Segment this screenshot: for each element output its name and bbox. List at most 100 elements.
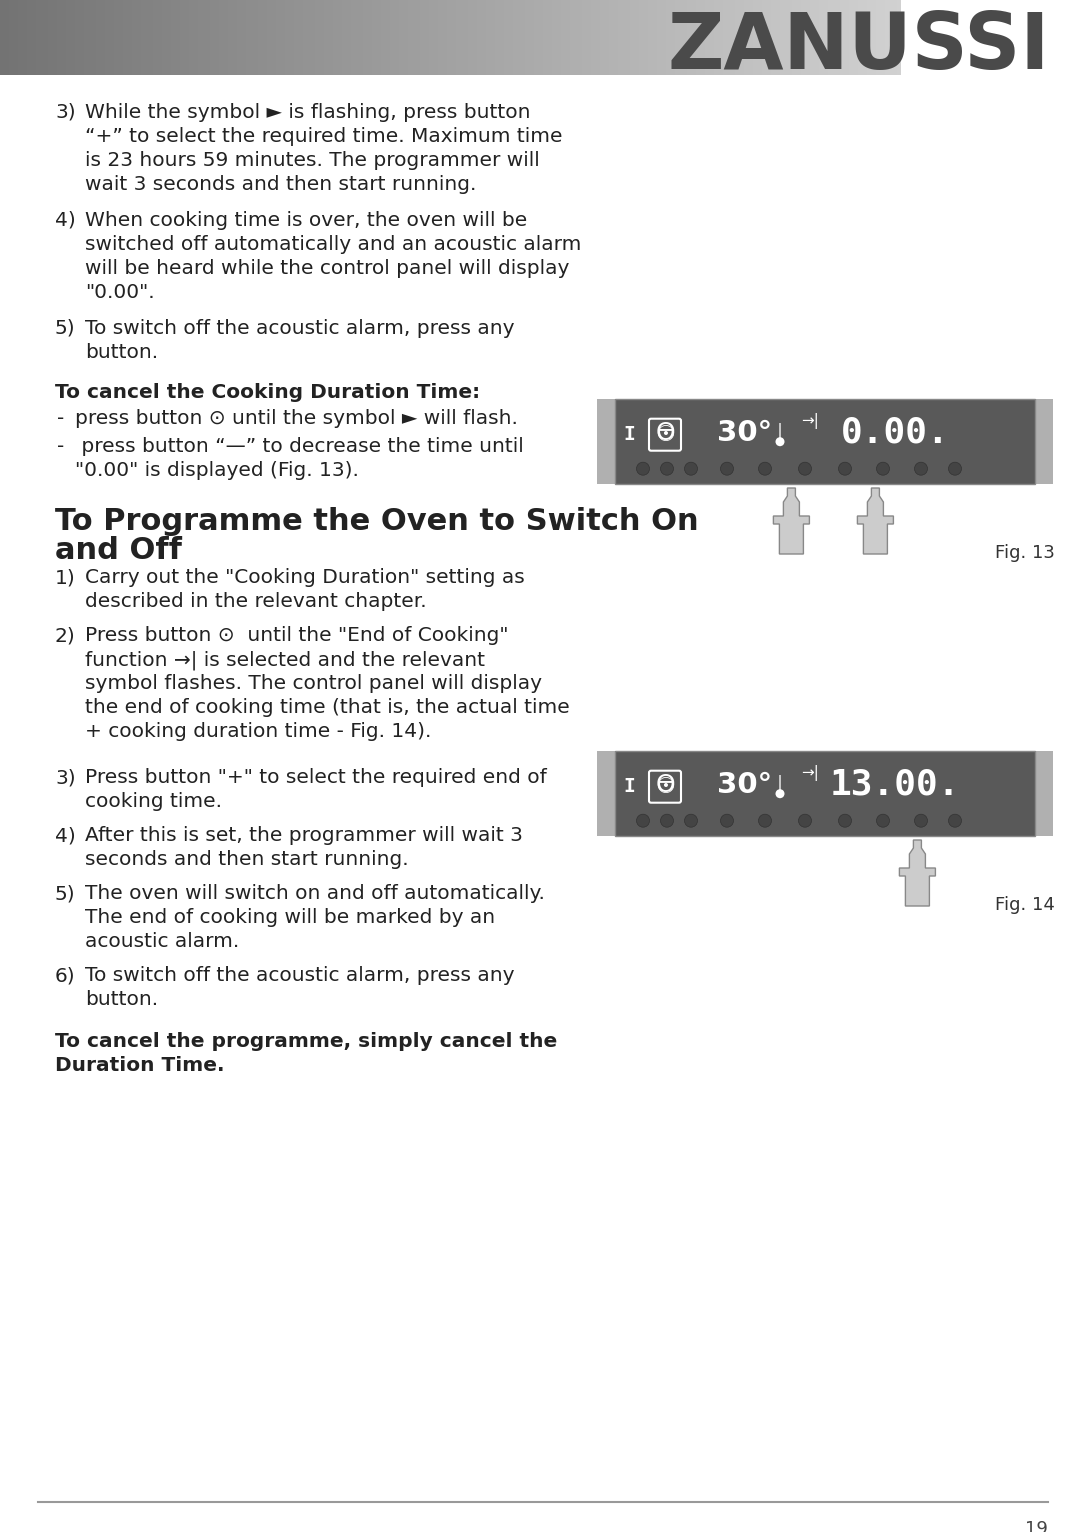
Bar	[378, 0, 382, 75]
Circle shape	[661, 813, 674, 827]
Bar	[444, 0, 448, 75]
Bar	[651, 0, 654, 75]
Bar	[306, 0, 310, 75]
Text: is 23 hours 59 minutes. The programmer will: is 23 hours 59 minutes. The programmer w…	[85, 152, 540, 170]
Text: I: I	[623, 777, 635, 797]
Bar	[237, 0, 241, 75]
Bar	[582, 0, 586, 75]
Text: Fig. 14: Fig. 14	[995, 896, 1055, 915]
Bar	[360, 0, 364, 75]
Bar	[366, 0, 370, 75]
Bar	[534, 0, 538, 75]
Bar	[504, 0, 508, 75]
Bar	[615, 398, 1035, 484]
Bar	[363, 0, 367, 75]
Bar	[891, 0, 895, 75]
Bar	[69, 0, 73, 75]
Bar	[180, 0, 184, 75]
Bar	[897, 0, 901, 75]
Bar	[291, 0, 295, 75]
Bar	[636, 0, 640, 75]
Text: switched off automatically and an acoustic alarm: switched off automatically and an acoust…	[85, 234, 581, 254]
Bar	[645, 0, 649, 75]
Bar	[270, 0, 274, 75]
Bar	[222, 0, 226, 75]
Bar	[483, 0, 487, 75]
Bar	[627, 0, 631, 75]
Bar	[702, 0, 706, 75]
Bar	[312, 0, 316, 75]
Bar	[750, 0, 754, 75]
Text: ☉: ☉	[654, 424, 675, 444]
Bar	[420, 0, 424, 75]
Bar	[24, 0, 28, 75]
Bar	[498, 0, 502, 75]
Bar	[426, 0, 430, 75]
Bar	[183, 0, 187, 75]
Bar	[894, 0, 897, 75]
Bar	[228, 0, 232, 75]
Bar	[294, 0, 298, 75]
Circle shape	[685, 463, 698, 475]
Bar	[693, 0, 697, 75]
Bar	[258, 0, 262, 75]
Text: "0.00" is displayed (Fig. 13).: "0.00" is displayed (Fig. 13).	[75, 461, 359, 480]
Bar	[852, 0, 856, 75]
Bar	[546, 0, 550, 75]
Bar	[642, 0, 646, 75]
Text: │: │	[775, 775, 785, 795]
Bar	[495, 0, 499, 75]
Bar	[78, 0, 82, 75]
Bar	[321, 0, 325, 75]
Bar	[555, 0, 559, 75]
Bar	[267, 0, 271, 75]
Circle shape	[948, 463, 961, 475]
Text: -: -	[57, 409, 64, 427]
Bar	[198, 0, 202, 75]
Bar	[60, 0, 64, 75]
Bar	[165, 0, 168, 75]
Bar	[873, 0, 877, 75]
Text: Ө: Ө	[656, 421, 675, 444]
Bar	[396, 0, 400, 75]
Bar	[204, 0, 208, 75]
Bar	[303, 0, 307, 75]
Bar	[810, 0, 814, 75]
Bar	[756, 0, 760, 75]
Bar	[285, 0, 289, 75]
Bar	[75, 0, 79, 75]
Bar	[783, 0, 787, 75]
Bar	[33, 0, 37, 75]
Bar	[15, 0, 19, 75]
Bar	[225, 0, 229, 75]
Circle shape	[661, 463, 674, 475]
Bar	[177, 0, 181, 75]
Bar	[492, 0, 496, 75]
Bar	[540, 0, 544, 75]
Bar	[561, 0, 565, 75]
Text: I: I	[623, 426, 635, 444]
Text: 4): 4)	[55, 211, 76, 230]
Text: The end of cooking will be marked by an: The end of cooking will be marked by an	[85, 908, 495, 927]
Bar	[633, 0, 637, 75]
Text: press button ⊙ until the symbol ► will flash.: press button ⊙ until the symbol ► will f…	[75, 409, 518, 427]
Bar	[438, 0, 442, 75]
Text: To Programme the Oven to Switch On: To Programme the Oven to Switch On	[55, 507, 699, 536]
Bar	[465, 0, 469, 75]
Bar	[327, 0, 330, 75]
Bar	[66, 0, 70, 75]
Text: Carry out the "Cooking Duration" setting as: Carry out the "Cooking Duration" setting…	[85, 568, 525, 587]
Bar	[309, 0, 313, 75]
Bar	[558, 0, 562, 75]
Bar	[63, 0, 67, 75]
Bar	[669, 0, 673, 75]
Bar	[576, 0, 580, 75]
Bar	[21, 0, 25, 75]
Bar	[663, 0, 667, 75]
Bar	[618, 0, 622, 75]
Bar	[105, 0, 109, 75]
Bar	[678, 0, 681, 75]
Bar	[543, 0, 546, 75]
Bar	[594, 0, 598, 75]
Bar	[612, 0, 616, 75]
